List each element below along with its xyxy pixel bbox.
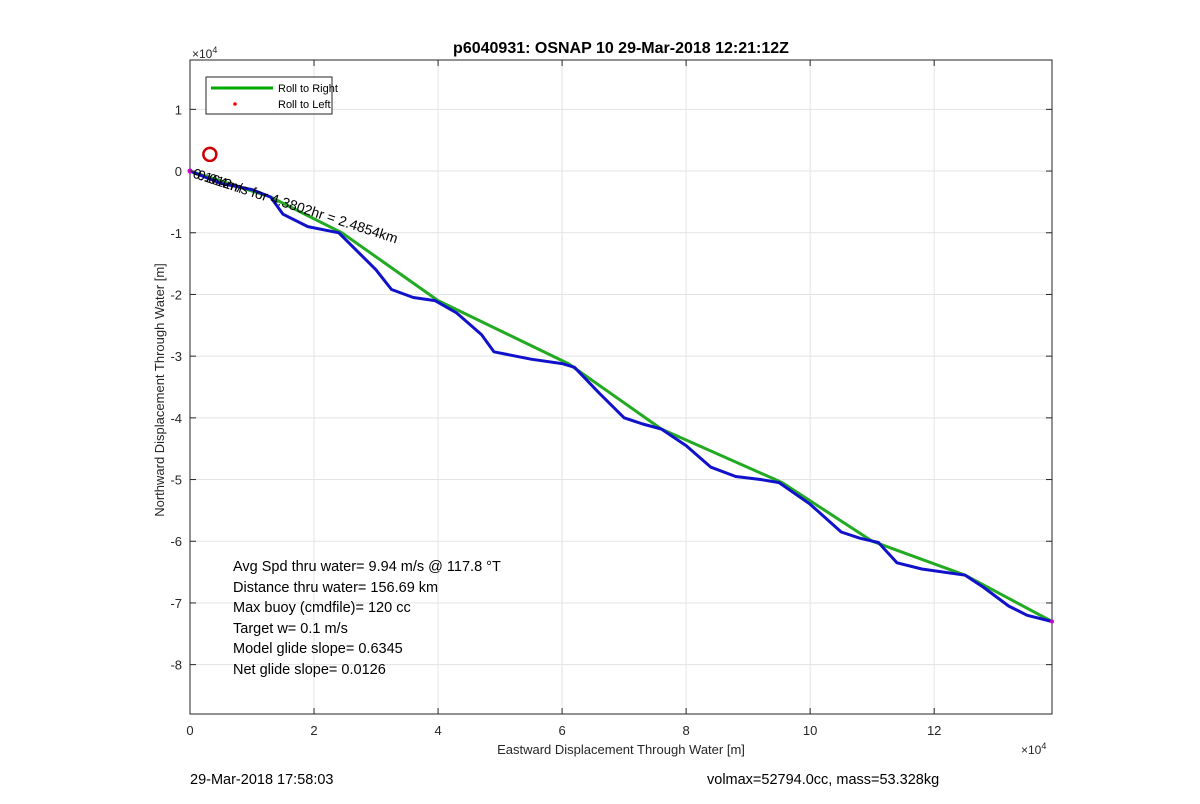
y-tick-label: -4 xyxy=(170,411,182,426)
stats-line-max-buoy: Max buoy (cmdfile)= 120 cc xyxy=(233,600,411,616)
annotation-group: 0.164m/s for 4.3802hr = 2.4854km-0.012m xyxy=(191,165,400,246)
chart-title: p6040931: OSNAP 10 29-Mar-2018 12:21:12Z xyxy=(453,40,789,57)
y-exponent: ×104 xyxy=(192,45,217,61)
svg-text:×104: ×104 xyxy=(1021,741,1046,757)
start-circle-marker xyxy=(202,146,218,163)
x-tick-label: 4 xyxy=(434,723,441,738)
y-tick-label: -3 xyxy=(170,349,182,364)
legend-label-roll-left: Roll to Left xyxy=(278,99,331,111)
y-tick-label: -7 xyxy=(170,596,182,611)
y-tick-label: 0 xyxy=(175,164,182,179)
y-axis-label: Northward Displacement Through Water [m] xyxy=(152,263,167,517)
series-roll-right-line xyxy=(188,169,1054,623)
legend-label-roll-right: Roll to Right xyxy=(278,83,338,95)
x-tick-label: 10 xyxy=(803,723,817,738)
x-tick-label: 8 xyxy=(682,723,689,738)
x-exponent-base: ×10 xyxy=(1021,743,1042,757)
grid xyxy=(189,60,1052,714)
stats-text-block: Avg Spd thru water= 9.94 m/s @ 117.8 °T … xyxy=(233,559,501,678)
annotation-offset: -0.012m xyxy=(191,165,245,196)
stats-line-target-w: Target w= 0.1 m/s xyxy=(233,621,348,637)
y-tick-label: 1 xyxy=(175,102,182,117)
x-tick-label: 12 xyxy=(927,723,941,738)
stats-line-distance: Distance thru water= 156.69 km xyxy=(233,580,438,596)
footer-timestamp: 29-Mar-2018 17:58:03 xyxy=(190,772,334,788)
marker-group xyxy=(202,146,218,163)
legend: Roll to Right Roll to Left xyxy=(205,76,338,115)
stats-line-net-glide: Net glide slope= 0.0126 xyxy=(233,662,386,678)
footer-volmax-mass: volmax=52794.0cc, mass=53.328kg xyxy=(707,772,940,788)
x-tick-label: 6 xyxy=(558,723,565,738)
series-track-line xyxy=(188,169,1054,623)
x-tick-label: 2 xyxy=(310,723,317,738)
series-end-point xyxy=(1050,619,1054,624)
legend-box xyxy=(205,76,333,115)
y-exponent-base: ×10 xyxy=(192,47,213,61)
x-exponent-power: 4 xyxy=(1041,741,1046,751)
stats-line-avg-speed: Avg Spd thru water= 9.94 m/s @ 117.8 °T xyxy=(233,559,501,575)
y-tick-label: -1 xyxy=(170,226,182,241)
y-tick-label: -8 xyxy=(170,658,182,673)
axes-frame xyxy=(189,59,1053,715)
y-tick-label: -6 xyxy=(170,534,182,549)
stats-line-model-glide: Model glide slope= 0.6345 xyxy=(233,641,403,657)
y-tick-label: -5 xyxy=(170,473,182,488)
y-exponent-power: 4 xyxy=(212,45,217,55)
y-tick-label: -2 xyxy=(170,287,182,302)
x-axis-label: Eastward Displacement Through Water [m] xyxy=(497,742,745,757)
legend-swatch-roll-left xyxy=(233,102,237,106)
svg-text:×104: ×104 xyxy=(192,45,217,61)
x-exponent: ×104 xyxy=(1021,741,1046,757)
x-tick-label: 0 xyxy=(186,723,193,738)
series-group xyxy=(187,168,1054,624)
